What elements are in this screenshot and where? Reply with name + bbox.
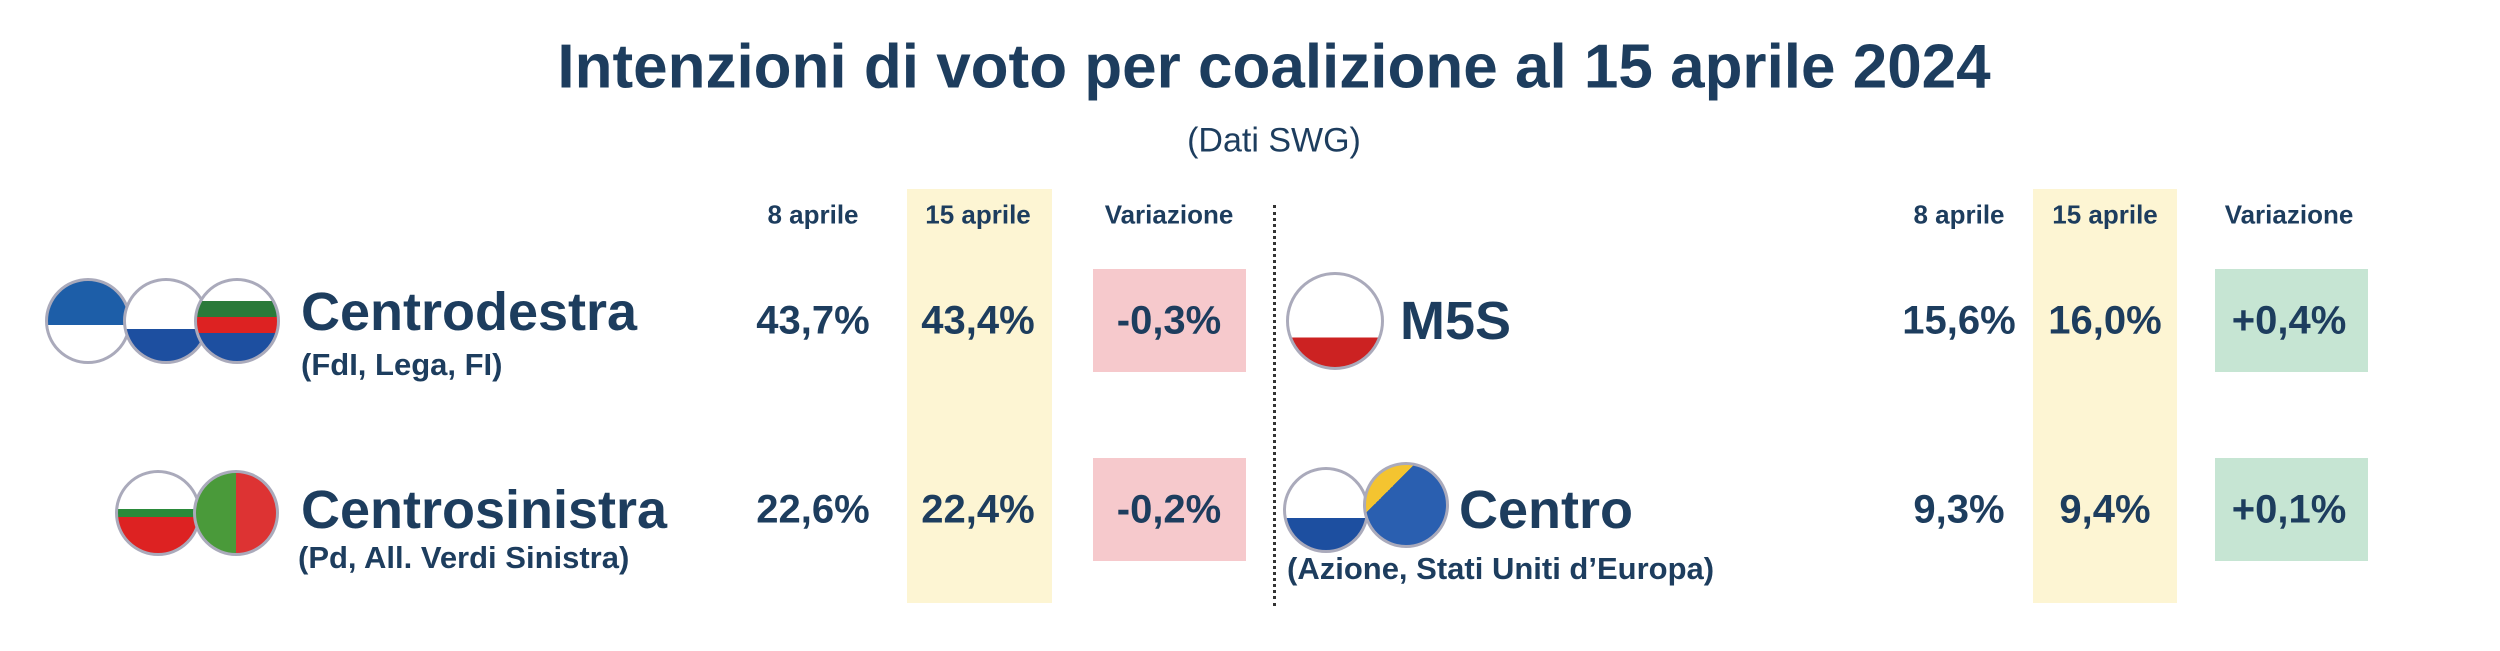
change-box [2215, 269, 2368, 372]
coalition-parties: (FdI, Lega, FI) [301, 347, 503, 382]
vote-share: 43,4% [921, 298, 1035, 343]
vote-share: 9,3% [1913, 487, 2005, 532]
column-header: Variazione [1104, 199, 1234, 230]
logo [115, 470, 201, 556]
highlight-column [907, 189, 1052, 603]
coalition-parties: (Pd, All. Verdi Sinistra) [298, 540, 630, 575]
change-value: -0,3% [1116, 298, 1222, 343]
logo [1363, 462, 1449, 548]
column-header: 15 aprile [2052, 199, 2158, 230]
coalition-parties: (Azione, Stati Uniti d’Europa) [1287, 551, 1715, 586]
change-value: +0,4% [2231, 298, 2347, 343]
vote-share: 43,7% [756, 298, 870, 343]
column-header: 15 aprile [925, 199, 1031, 230]
change-box [1093, 269, 1246, 372]
title: Intenzioni di voto per coalizione al 15 … [557, 32, 1991, 102]
logo [1283, 467, 1369, 553]
logo [1286, 272, 1384, 370]
change-box [2215, 458, 2368, 561]
highlight-column [2033, 189, 2177, 603]
coalition-name: Centro [1459, 480, 1633, 540]
logo [45, 278, 131, 364]
vote-share: 9,4% [2059, 487, 2151, 532]
change-box [1093, 458, 1246, 561]
column-header: 8 aprile [767, 199, 859, 230]
vote-share: 22,6% [756, 487, 870, 532]
logo [193, 470, 279, 556]
subtitle: (Dati SWG) [1187, 121, 1361, 160]
vote-share: 15,6% [1902, 298, 2016, 343]
change-value: +0,1% [2231, 487, 2347, 532]
coalition-name: Centrodestra [301, 282, 638, 342]
change-value: -0,2% [1116, 487, 1222, 532]
column-header: 8 aprile [1913, 199, 2005, 230]
logo [194, 278, 280, 364]
column-header: Variazione [2224, 199, 2354, 230]
divider [1273, 205, 1276, 606]
vote-share: 16,0% [2048, 298, 2162, 343]
vote-share: 22,4% [921, 487, 1035, 532]
coalition-name: Centrosinistra [301, 480, 668, 540]
coalition-name: M5S [1400, 291, 1512, 351]
